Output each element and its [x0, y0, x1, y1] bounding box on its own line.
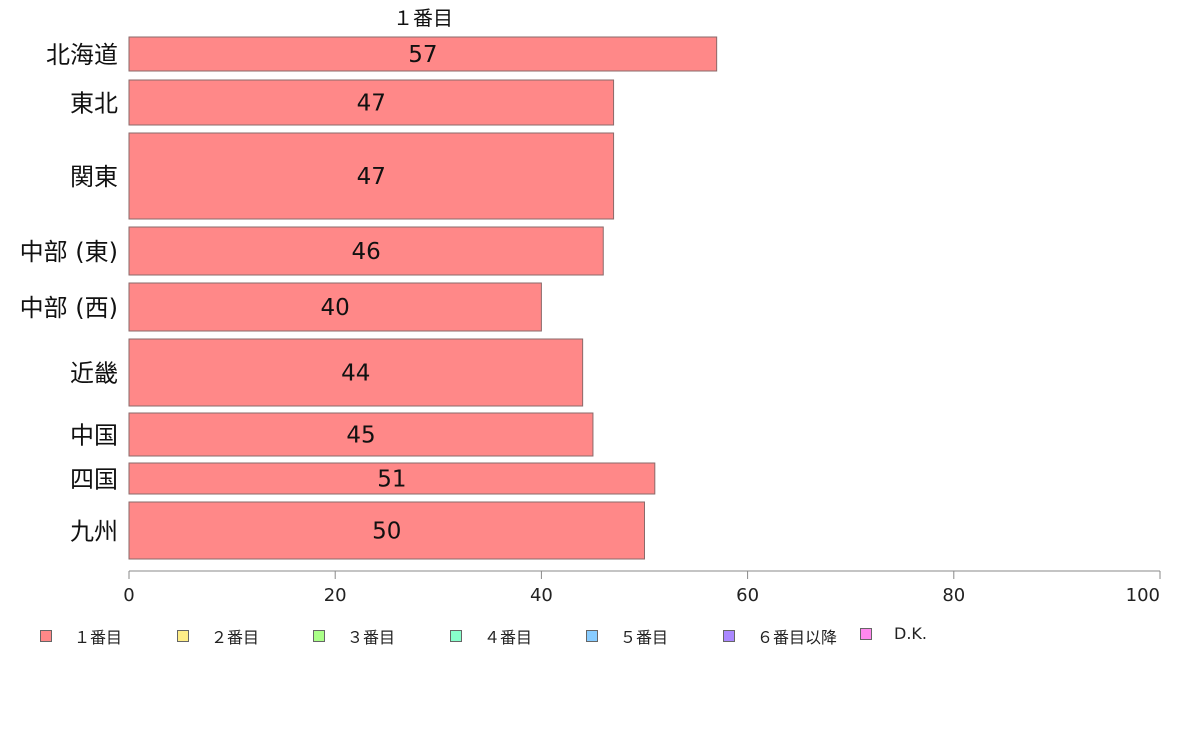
chart-title: １番目	[393, 6, 453, 30]
category-label: 関東	[70, 163, 118, 191]
legend-label: ３番目	[347, 628, 396, 647]
category-label: 東北	[70, 90, 118, 118]
legend-item: １番目	[40, 624, 122, 648]
bar-value-label: 40	[321, 295, 350, 321]
legend-item: ６番目以降	[723, 624, 837, 648]
legend-swatch-0	[40, 630, 52, 642]
category-label: 中国	[70, 422, 118, 450]
legend-swatch-3	[450, 630, 462, 642]
legend-label: D.K.	[894, 624, 927, 643]
bar	[128, 79, 615, 126]
category-label: 近畿	[70, 360, 118, 388]
legend: １番目 ２番目 ３番目 ４番目 ５番目 ６番目以降 D.K.	[40, 624, 1140, 648]
legend-swatch-4	[586, 630, 598, 642]
bar-value-label: 57	[408, 42, 437, 68]
bar	[128, 501, 645, 560]
bar	[128, 226, 604, 276]
category-label: 中部 (西)	[20, 294, 118, 322]
legend-label: ２番目	[211, 628, 260, 647]
legend-label: ５番目	[620, 628, 669, 647]
x-tick-label: 60	[736, 585, 759, 606]
legend-label: １番目	[74, 628, 123, 647]
category-label: 四国	[70, 466, 118, 494]
bar-value-label: 45	[346, 423, 375, 449]
bar	[128, 132, 615, 220]
category-label: 中部 (東)	[20, 238, 118, 266]
legend-label: ４番目	[484, 628, 533, 647]
bar-value-label: 51	[377, 467, 406, 493]
legend-item: ５番目	[586, 624, 668, 648]
legend-item: D.K.	[860, 624, 927, 643]
x-tick-label: 100	[1126, 585, 1160, 606]
category-label: 北海道	[46, 41, 118, 69]
legend-label: ６番目以降	[757, 628, 838, 647]
bar	[128, 462, 656, 495]
legend-swatch-2	[313, 630, 325, 642]
legend-item: ４番目	[450, 624, 532, 648]
x-tick-label: 80	[942, 585, 965, 606]
bar-value-label: 47	[357, 91, 386, 117]
legend-item: ３番目	[313, 624, 395, 648]
legend-item: ２番目	[177, 624, 259, 648]
x-tick-label: 40	[530, 585, 553, 606]
legend-swatch-6	[860, 627, 872, 640]
bar	[128, 338, 584, 407]
bar-value-label: 46	[351, 239, 380, 265]
category-label: 九州	[70, 518, 118, 546]
x-tick-label: 0	[123, 585, 134, 606]
bar	[128, 412, 594, 457]
bar-value-label: 47	[357, 164, 386, 190]
x-tick-label: 20	[324, 585, 347, 606]
bar	[128, 282, 542, 332]
bar-value-label: 44	[341, 361, 370, 387]
legend-swatch-1	[177, 630, 189, 642]
bar	[128, 36, 718, 72]
bar-value-label: 50	[372, 519, 401, 545]
legend-swatch-5	[723, 630, 735, 642]
